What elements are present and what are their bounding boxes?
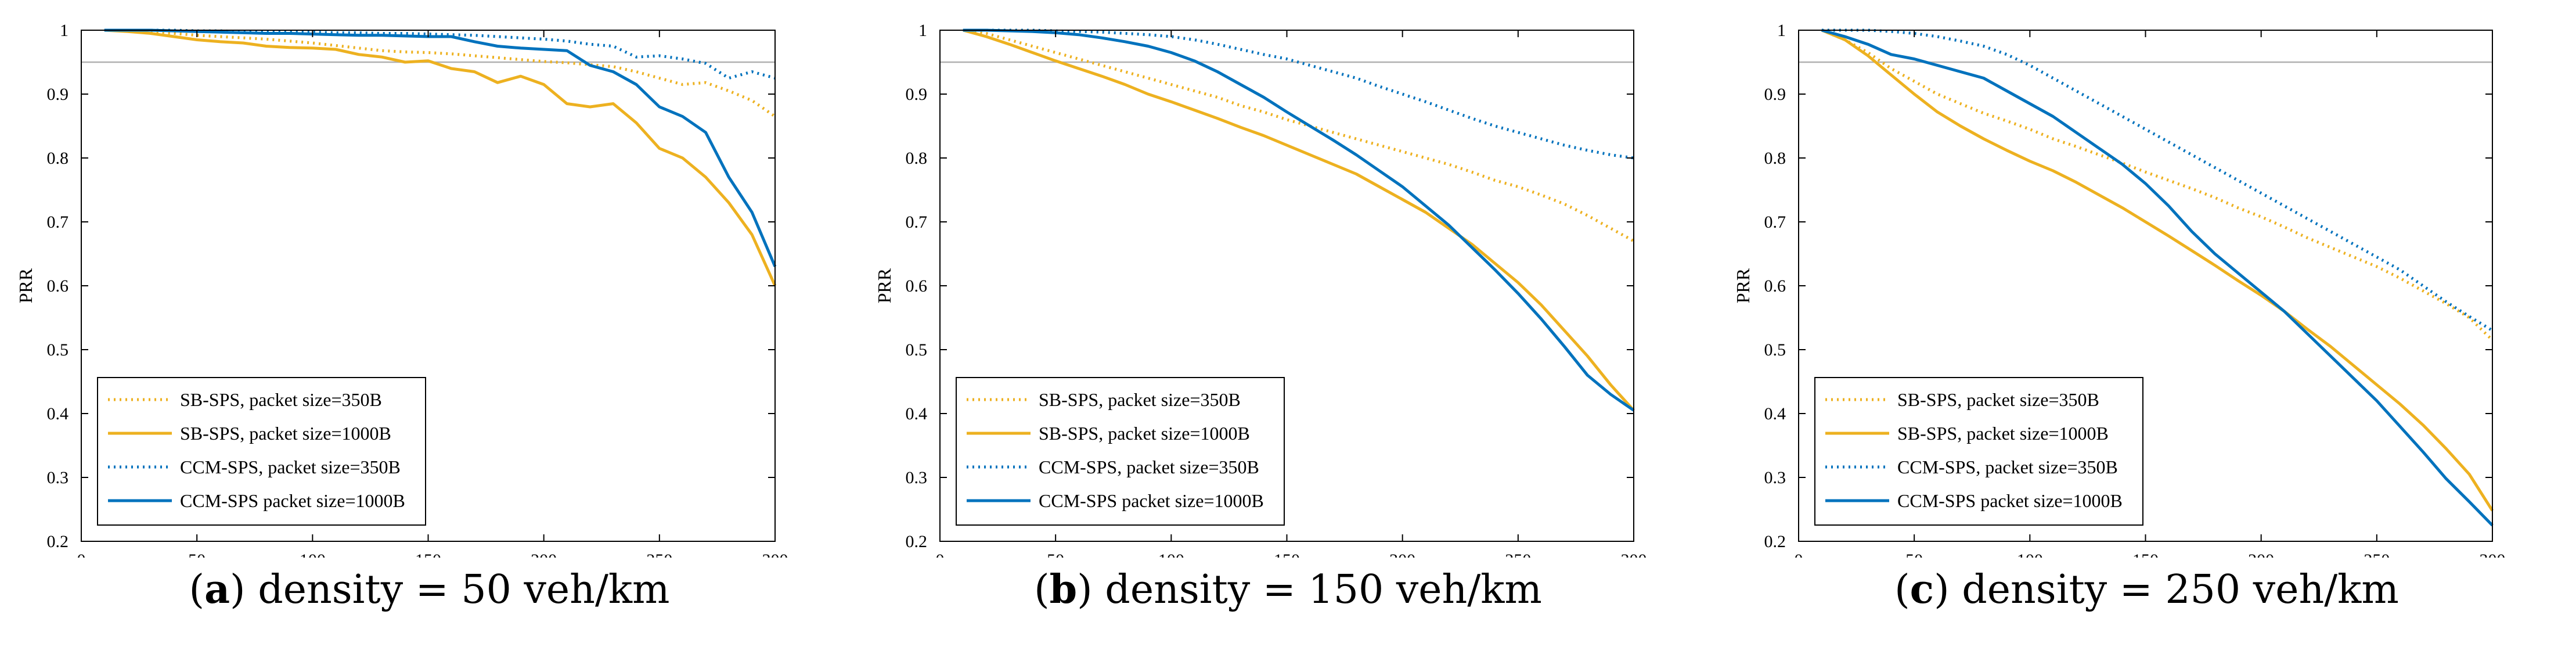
legend-entry: CCM-SPS, packet size=350B [1897,457,2118,477]
y-tick-label: 0.2 [1764,532,1786,551]
y-tick-label: 0.3 [906,468,928,487]
y-tick-label: 0.7 [47,213,69,232]
legend-entry: SB-SPS, packet size=350B [1897,389,2099,410]
y-tick-label: 0.9 [1764,85,1786,104]
series-line-2 [963,28,1635,412]
y-tick-label: 0.5 [906,340,928,360]
legend [1814,377,2143,526]
x-tick-label: 150 [2132,551,2159,558]
legend-entry: SB-SPS, packet size=1000B [1039,423,1250,444]
y-axis-label: PRR [1732,268,1753,303]
y-tick-label: 1 [1777,21,1786,40]
series-line-1 [963,28,1635,243]
series-line-4 [1821,28,2494,527]
x-tick-label: 250 [1505,551,1531,558]
legend-entry: CCM-SPS packet size=1000B [180,490,405,511]
chart-panel-b: 0 50 100 150 200 250 300 0.2 0.3 0.4 0.5 0.6 0.7 0.8 0… [859,0,1717,672]
x-tick-label: 200 [1389,551,1415,558]
y-tick-label: 0.5 [47,340,69,360]
x-tick-label: 50 [1905,551,1923,558]
legend-entry: CCM-SPS, packet size=350B [1039,457,1259,477]
caption-text-b: density = 150 veh/km [1105,567,1542,613]
caption-label-c: c [1910,566,1934,613]
y-tick-label: 0.8 [906,149,928,168]
y-tick-label: 0.6 [1764,276,1786,296]
y-tick-label: 0.4 [47,404,69,423]
x-tick-label: 250 [646,551,672,558]
caption-text-a: density = 50 veh/km [258,567,670,613]
caption-label-b: b [1049,566,1078,613]
x-tick-label: 0 [77,551,86,558]
x-tick-label: 300 [2480,551,2506,558]
y-tick-label: 0.4 [906,404,928,423]
x-tick-label: 50 [1047,551,1064,558]
y-tick-label: 0.9 [906,85,928,104]
legend-entry: CCM-SPS packet size=1000B [1039,490,1264,511]
y-tick-label: 0.7 [1764,213,1786,232]
y-tick-label: 0.9 [47,85,69,104]
x-tick-label: 300 [762,551,788,558]
y-tick-label: 0.6 [906,276,928,296]
x-tick-label: 100 [1158,551,1184,558]
series-line-2 [1821,28,2494,512]
series-line-4 [963,28,1635,412]
x-tick-label: 300 [1621,551,1647,558]
series-line-1 [104,28,776,118]
caption-a: (a) density = 50 veh/km [189,566,670,613]
y-tick-label: 0.6 [47,276,69,296]
caption-c: (c) density = 250 veh/km [1894,566,2399,613]
y-tick-label: 0.5 [1764,340,1786,360]
x-tick-label: 0 [1795,551,1803,558]
x-tick-label: 100 [300,551,326,558]
chart-b: 0 50 100 150 200 250 300 0.2 0.3 0.4 0.5 0.6 0.7 0.8 0… [874,21,1647,558]
chart-c: 0 50 100 150 200 250 300 0.2 0.3 0.4 0.5 0.6 0.7 0.8 0… [1732,21,2506,558]
y-tick-label: 0.8 [47,149,69,168]
x-tick-label: 0 [936,551,945,558]
legend-entry: SB-SPS, packet size=350B [1039,389,1241,410]
y-tick-label: 0.8 [1764,149,1786,168]
y-tick-label: 0.7 [906,213,928,232]
y-tick-label: 0.4 [1764,404,1786,423]
y-tick-label: 0.2 [47,532,69,551]
x-tick-label: 200 [2248,551,2274,558]
x-tick-label: 50 [188,551,206,558]
x-tick-label: 250 [2364,551,2390,558]
caption-text-c: density = 250 veh/km [1962,567,2399,613]
y-tick-label: 0.2 [906,532,928,551]
y-tick-label: 0.3 [1764,468,1786,487]
series-line-3 [963,28,1634,160]
chart-panel-c: 0 50 100 150 200 250 300 0.2 0.3 0.4 0.5 0.6 0.7 0.8 0… [1717,0,2576,672]
y-axis-label: PRR [15,268,36,303]
series-line-4 [104,28,777,267]
legend-entry: SB-SPS, packet size=1000B [1897,423,2109,444]
caption-label-a: a [204,566,230,613]
legend-entry: CCM-SPS packet size=1000B [1897,490,2123,511]
legend-entry: CCM-SPS, packet size=350B [180,457,401,477]
legend-entry: SB-SPS, packet size=350B [180,389,382,410]
caption-b: (b) density = 150 veh/km [1034,566,1542,613]
x-tick-label: 150 [1274,551,1300,558]
y-tick-label: 1 [60,21,69,40]
chart-panel-a: 0 50 100 150 200 250 300 0.2 0.3 0.4 0.5 0.6 0.7 0.8 0… [0,0,859,672]
x-tick-label: 150 [415,551,441,558]
y-tick-label: 1 [918,21,927,40]
x-tick-label: 200 [531,551,557,558]
series-line-2 [104,28,777,287]
y-tick-label: 0.3 [47,468,69,487]
chart-a: 0 50 100 150 200 250 300 0.2 0.3 0.4 0.5 0.6 0.7 0.8 0… [15,21,788,558]
series-line-1 [1821,28,2494,342]
y-axis-label: PRR [874,268,895,303]
x-tick-label: 100 [2017,551,2043,558]
legend-entry: SB-SPS, packet size=1000B [180,423,391,444]
